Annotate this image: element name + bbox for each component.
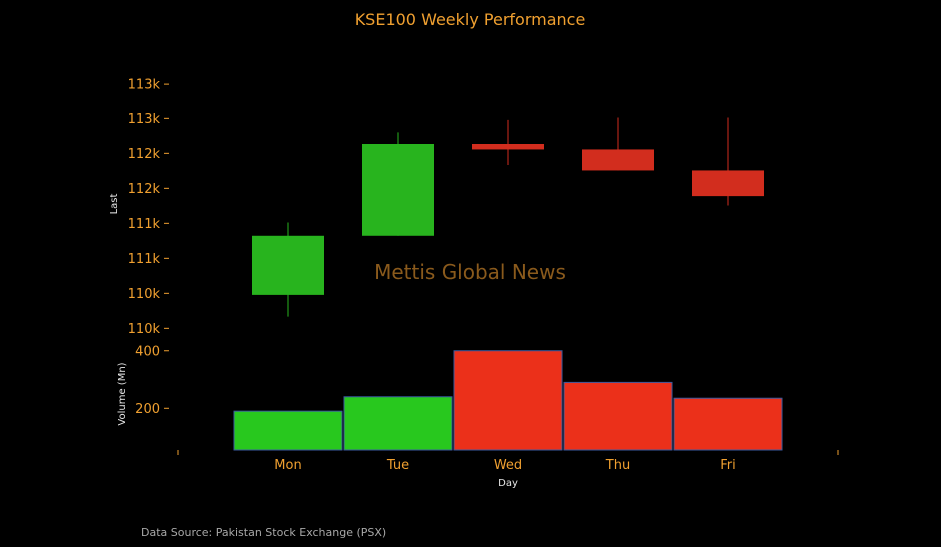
x-axis: Mon Tue Wed Thu Fri Day xyxy=(177,450,839,489)
volume-y-ticks: 200 400 xyxy=(135,344,169,417)
volume-y-tick-label: 200 xyxy=(135,402,160,417)
volume-bar-wed xyxy=(453,350,563,451)
volume-bar-mon xyxy=(233,410,343,451)
volume-bars xyxy=(233,350,783,451)
x-axis-label: Day xyxy=(498,478,518,489)
x-tick-label: Mon xyxy=(274,458,301,473)
price-y-ticks: 110k 110k 111k 111k 112k 112k 113k 113k xyxy=(128,78,169,337)
price-y-tick-label: 110k xyxy=(128,287,161,302)
volume-panel: 200 400 Volume (Mn) xyxy=(117,344,783,451)
price-y-tick-label: 112k xyxy=(128,147,161,162)
volume-y-axis-label: Volume (Mn) xyxy=(117,362,128,425)
x-tick-label: Fri xyxy=(720,458,736,473)
volume-bar-tue xyxy=(343,396,453,451)
candle-mon xyxy=(252,222,324,317)
volume-y-tick-label: 400 xyxy=(135,344,160,359)
data-source-note: Data Source: Pakistan Stock Exchange (PS… xyxy=(141,526,386,539)
candle-thu xyxy=(582,117,654,171)
candle-body xyxy=(582,149,654,171)
candle-body xyxy=(252,235,324,295)
x-tick-label: Wed xyxy=(494,458,522,473)
price-panel: 110k 110k 111k 111k 112k 112k 113k 113k Last xyxy=(109,78,764,337)
x-tick-label: Thu xyxy=(605,458,630,473)
candle-body xyxy=(692,170,764,197)
candle-fri xyxy=(692,117,764,206)
x-tick-labels: Mon Tue Wed Thu Fri xyxy=(274,458,735,473)
x-tick-label: Tue xyxy=(386,458,409,473)
volume-bar-thu xyxy=(563,381,673,451)
candle-body xyxy=(362,144,434,236)
candle-body xyxy=(472,144,544,150)
price-y-tick-label: 111k xyxy=(128,217,161,232)
price-y-axis-label: Last xyxy=(109,194,120,215)
volume-bar-fri xyxy=(673,397,783,451)
chart-title: KSE100 Weekly Performance xyxy=(355,10,586,29)
watermark: Mettis Global News xyxy=(374,260,566,284)
price-y-tick-label: 113k xyxy=(128,78,161,93)
price-y-tick-label: 112k xyxy=(128,182,161,197)
price-y-tick-label: 110k xyxy=(128,322,161,337)
candle-tue xyxy=(362,132,434,236)
candles xyxy=(252,117,764,317)
candle-wed xyxy=(472,119,544,165)
price-y-tick-label: 111k xyxy=(128,252,161,267)
price-y-tick-label: 113k xyxy=(128,112,161,127)
